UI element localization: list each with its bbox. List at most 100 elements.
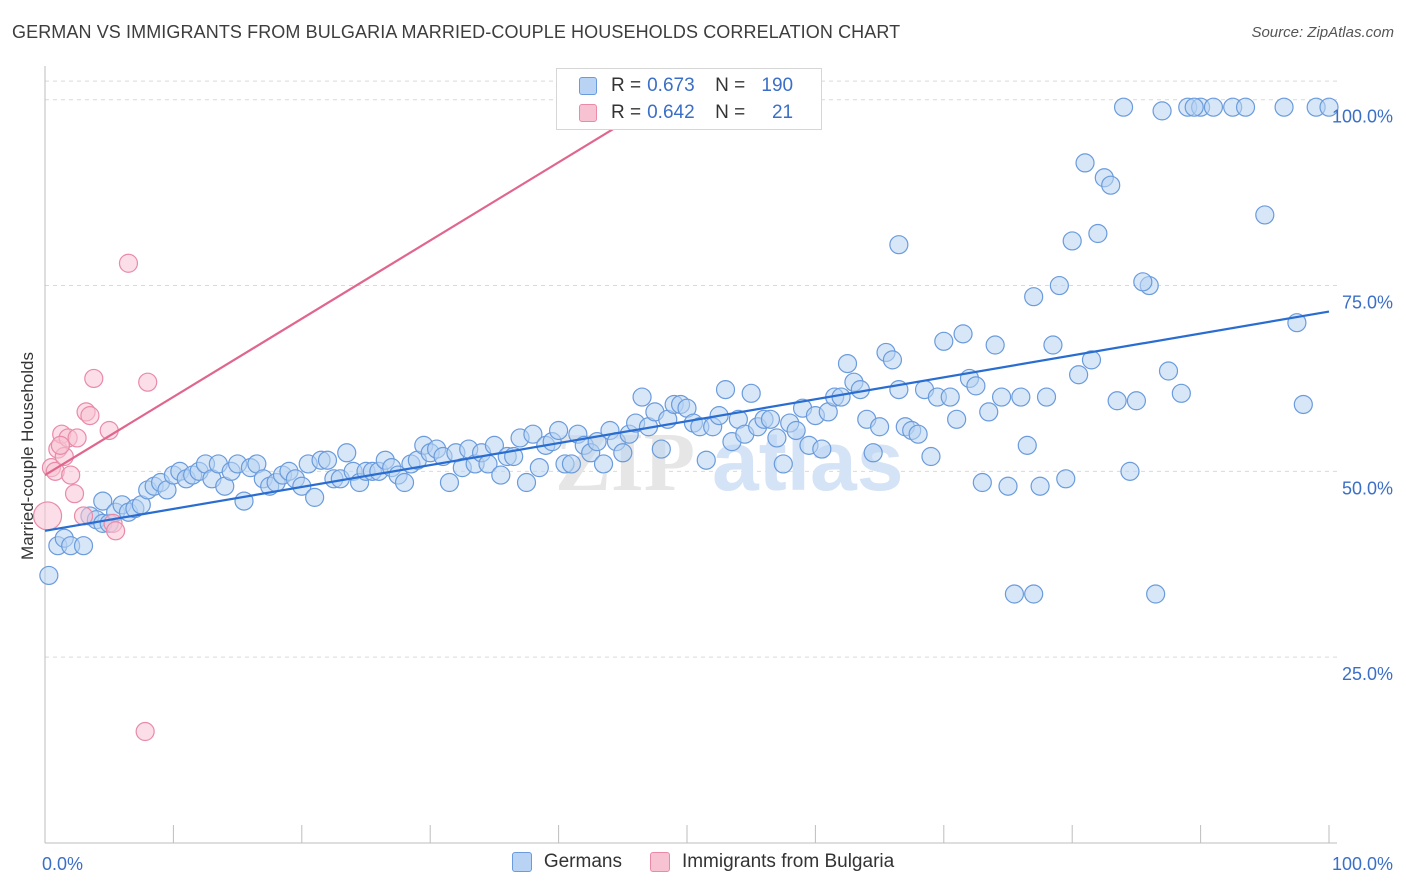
data-point-germans xyxy=(1081,350,1102,370)
y-tick-label: 100.0% xyxy=(1332,107,1393,127)
trend-line-germans xyxy=(44,310,1330,532)
legend-r-key: R = xyxy=(611,102,642,123)
data-point-germans xyxy=(491,465,511,485)
legend-label-bulgaria: Immigrants from Bulgaria xyxy=(681,851,895,872)
data-point-germans xyxy=(632,387,652,407)
data-point-germans xyxy=(1120,461,1140,481)
data-point-bulgaria xyxy=(80,406,100,426)
data-point-germans xyxy=(863,443,883,463)
data-point-germans xyxy=(1184,97,1204,117)
data-point-bulgaria xyxy=(118,253,139,273)
data-point-germans xyxy=(947,409,967,429)
data-point-germans xyxy=(985,335,1005,355)
data-point-germans xyxy=(760,409,781,429)
axes xyxy=(44,66,1337,844)
data-point-germans xyxy=(523,424,543,444)
data-point-germans xyxy=(889,235,909,255)
legend-row-bulgaria: R = 0.642 N = 21 xyxy=(579,100,793,126)
data-point-germans xyxy=(1107,391,1127,411)
data-point-germans xyxy=(921,446,941,467)
data-point-germans xyxy=(439,472,460,493)
data-point-germans xyxy=(561,454,582,474)
legend-stats: R = 0.673 N = 190 R = 0.642 N = 21 xyxy=(556,68,822,130)
data-point-germans xyxy=(1024,287,1044,307)
legend-item-bulgaria[interactable]: Immigrants from Bulgaria xyxy=(649,851,895,873)
legend-n-key: N = xyxy=(715,75,746,96)
scatter-points xyxy=(32,97,1339,742)
data-point-germans xyxy=(39,565,59,586)
data-point-germans xyxy=(1171,383,1191,403)
data-point-germans xyxy=(715,380,736,400)
data-point-germans xyxy=(786,420,806,441)
data-point-germans xyxy=(613,443,633,463)
data-point-germans xyxy=(1049,275,1069,296)
data-point-germans xyxy=(1030,476,1050,496)
data-point-germans xyxy=(1235,97,1256,117)
legend-label-germans: Germans xyxy=(543,851,622,872)
data-point-germans xyxy=(991,387,1012,407)
data-point-germans xyxy=(651,439,671,459)
legend-r-value: 0.642 xyxy=(647,102,695,123)
legend-swatch-blue xyxy=(579,77,597,95)
trend-lines xyxy=(44,98,1330,532)
y-tick-label: 50.0% xyxy=(1342,478,1393,498)
data-point-germans xyxy=(593,454,614,474)
gridlines xyxy=(45,80,1337,658)
legend-swatch-pink xyxy=(579,104,597,122)
legend-n-key: N = xyxy=(715,102,746,123)
data-point-germans xyxy=(1113,97,1134,117)
data-point-bulgaria xyxy=(67,428,87,448)
legend-n-value: 190 xyxy=(761,75,794,96)
data-point-germans xyxy=(812,439,832,459)
trend-line-bulgaria xyxy=(44,98,662,477)
data-point-germans xyxy=(696,450,716,470)
data-point-germans xyxy=(1017,435,1037,455)
legend-series: Germans Immigrants from Bulgaria xyxy=(0,851,1406,873)
data-point-bulgaria xyxy=(106,521,126,541)
data-point-germans xyxy=(934,331,954,351)
data-point-germans xyxy=(548,420,569,441)
legend-n-value: 21 xyxy=(771,102,794,123)
data-point-germans xyxy=(1126,391,1147,411)
data-point-germans xyxy=(1004,584,1025,604)
y-tick-label: 25.0% xyxy=(1342,664,1393,684)
data-point-germans xyxy=(1043,335,1063,355)
data-point-bulgaria xyxy=(50,435,71,455)
x-tick-label: 0.0% xyxy=(42,854,83,874)
data-point-germans xyxy=(741,383,761,403)
y-tick-label: 75.0% xyxy=(1342,293,1393,313)
x-tick-label: 100.0% xyxy=(1332,854,1393,874)
data-point-germans xyxy=(767,428,787,448)
data-point-germans xyxy=(73,536,94,556)
data-point-germans xyxy=(1319,97,1339,117)
data-point-germans xyxy=(1069,365,1089,385)
data-point-germans xyxy=(998,476,1018,496)
data-point-germans xyxy=(1056,469,1076,489)
data-point-germans xyxy=(317,450,338,470)
data-point-germans xyxy=(940,387,960,407)
legend-item-germans[interactable]: Germans xyxy=(511,851,622,873)
data-point-bulgaria xyxy=(138,372,158,392)
data-point-germans xyxy=(773,454,793,474)
data-point-germans xyxy=(1101,175,1121,195)
y-axis-label: Married-couple Households xyxy=(18,352,37,560)
data-point-germans xyxy=(1024,584,1044,604)
data-point-germans xyxy=(1036,387,1057,407)
data-point-germans xyxy=(869,417,890,437)
legend-row-germans: R = 0.673 N = 190 xyxy=(579,73,793,99)
data-point-germans xyxy=(1062,231,1082,251)
data-point-germans xyxy=(529,458,549,478)
data-point-germans xyxy=(1274,97,1294,117)
data-point-germans xyxy=(516,472,537,493)
data-point-germans xyxy=(972,472,992,493)
data-point-germans xyxy=(837,353,858,374)
data-point-germans xyxy=(93,491,113,511)
data-point-bulgaria xyxy=(135,721,155,742)
data-point-bulgaria xyxy=(84,368,104,389)
data-point-germans xyxy=(394,472,415,493)
tick-labels: 0.0% 100.0% 25.0% 50.0% 75.0% 100.0% xyxy=(42,107,1393,874)
data-point-germans xyxy=(882,350,903,370)
source-label: Source: ZipAtlas.com xyxy=(1251,24,1394,41)
chart-title: GERMAN VS IMMIGRANTS FROM BULGARIA MARRI… xyxy=(12,22,901,42)
